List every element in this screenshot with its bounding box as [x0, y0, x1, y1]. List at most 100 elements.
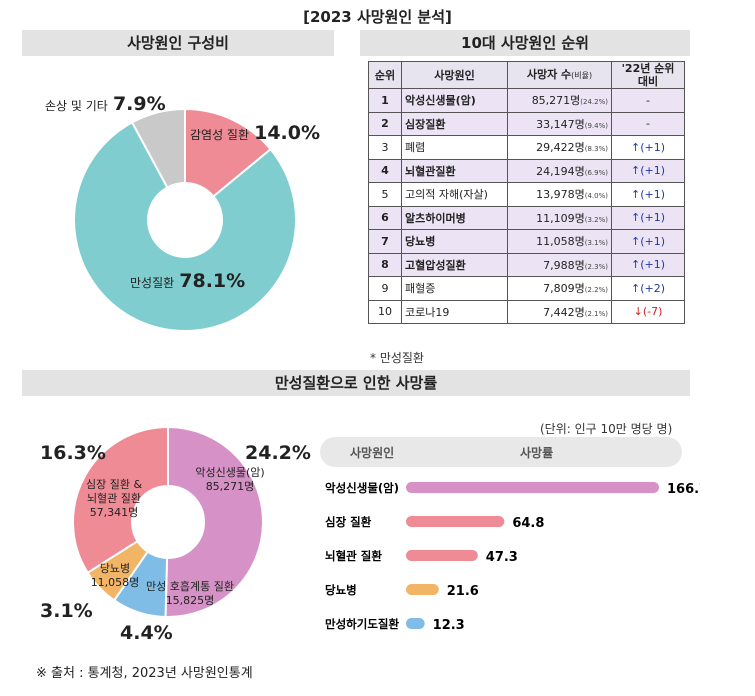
cell-cause: 코로나19: [401, 299, 508, 324]
cell-change: ↓(-7): [611, 299, 685, 324]
composition-pie-chart: [73, 107, 297, 332]
pie1-label-infectious: 감염성 질환 14.0%: [190, 122, 321, 144]
bar-header-rate: 사망률: [520, 446, 554, 460]
cell-cause: 악성신생물(암): [401, 88, 508, 113]
cell-cause: 뇌혈관질환: [401, 158, 508, 183]
cell-rank: 2: [368, 111, 402, 136]
bar-header: 사망원인 사망률: [320, 437, 682, 467]
mortality-bar-chart: 악성신생물(암) 166.7 심장 질환 64.8 뇌혈관 질환 47.3 당뇨병 21.6 만…: [325, 481, 700, 633]
pie2-pct-diabetes: 3.1%: [40, 600, 93, 622]
section-chronic-header: 만성질환으로 인한 사망률: [22, 370, 690, 396]
bar-unit-label: (단위: 인구 10만 명당 명): [540, 422, 673, 436]
cell-change: ↑(+2): [611, 276, 685, 301]
cell-cause: 패혈증: [401, 276, 508, 301]
cell-cause: 알츠하이머병: [401, 205, 508, 230]
pie2-label-diabetes: 당뇨병 11,058명: [90, 562, 140, 589]
pie1-label-other: 손상 및 기타 7.9%: [45, 93, 166, 115]
bar-mark: [406, 482, 659, 493]
cell-rank: 10: [368, 299, 402, 324]
cell-rank: 6: [368, 205, 402, 230]
table-row: 6 알츠하이머병 11,109명(3.2%) ↑(+1): [368, 205, 685, 230]
cell-rank: 3: [368, 135, 402, 160]
bar-category-label: 뇌혈관 질환: [325, 549, 382, 563]
bar-header-cause: 사망원인: [350, 446, 395, 460]
cell-cause: 고의적 자해(자살): [401, 182, 508, 207]
pie2-pct-heart: 16.3%: [40, 442, 106, 464]
cell-cause: 당뇨병: [401, 229, 508, 254]
cell-cause: 심장질환: [401, 111, 508, 136]
pie2-slice-cancer: [164, 425, 265, 618]
pie2-label-cancer: 악성신생물(암) 85,271명: [195, 466, 265, 493]
col-cause: 사망원인: [401, 61, 508, 89]
cell-change: ↑(+1): [611, 182, 685, 207]
pie1-slice-infectious: [184, 107, 272, 198]
bar-value-label: 64.8: [512, 516, 544, 531]
table-row: 10 코로나19 7,442명(2.1%) ↓(-7): [368, 299, 685, 324]
pie1-slice-chronic: [73, 121, 297, 332]
table-row: 4 뇌혈관질환 24,194명(6.9%) ↑(+1): [368, 158, 685, 183]
bar-category-label: 만성하기도질환: [325, 617, 399, 631]
top10-table: 순위 사망원인 사망자 수(비율) '22년 순위 대비 1 악성신생물(암) 85,…: [368, 61, 685, 324]
cell-rank: 8: [368, 252, 402, 277]
cell-change: ↑(+1): [611, 158, 685, 183]
cell-change: -: [611, 88, 685, 113]
table-row: 5 고의적 자해(자살) 13,978명(4.0%) ↑(+1): [368, 182, 685, 207]
bar-value-label: 47.3: [486, 550, 518, 565]
col-rank: 순위: [368, 61, 402, 89]
bar-value-label: 166.7: [667, 482, 700, 497]
cell-change: ↑(+1): [611, 252, 685, 277]
cell-deaths: 24,194명(6.9%): [507, 158, 612, 183]
cell-cause: 폐렴: [401, 135, 508, 160]
cell-deaths: 7,442명(2.1%): [507, 299, 612, 324]
cell-deaths: 29,422명(8.3%): [507, 135, 612, 160]
col-deaths: 사망자 수(비율): [507, 61, 612, 89]
table-row: 3 폐렴 29,422명(8.3%) ↑(+1): [368, 135, 685, 160]
section-composition-header: 사망원인 구성비: [22, 30, 334, 56]
section-top10-header: 10대 사망원인 순위: [360, 30, 690, 56]
cell-deaths: 7,809명(2.2%): [507, 276, 612, 301]
page-title: [2023 사망원인 분석]: [303, 8, 452, 26]
chronic-note: * 만성질환: [370, 351, 424, 365]
col-change: '22년 순위 대비: [611, 61, 685, 89]
cell-change: ↑(+1): [611, 205, 685, 230]
cell-deaths: 11,058명(3.1%): [507, 229, 612, 254]
bar-category-label: 심장 질환: [325, 515, 372, 529]
cell-cause: 고혈압성질환: [401, 252, 508, 277]
cell-rank: 9: [368, 276, 402, 301]
bar-mark: [406, 618, 425, 629]
pie2-slice-heart: [72, 425, 169, 575]
bar-value-label: 21.6: [447, 584, 479, 599]
table-header-row: 순위 사망원인 사망자 수(비율) '22년 순위 대비: [368, 61, 685, 89]
cell-deaths: 13,978명(4.0%): [507, 182, 612, 207]
table-row: 9 패혈증 7,809명(2.2%) ↑(+2): [368, 276, 685, 301]
table-row: 2 심장질환 33,147명(9.4%) -: [368, 111, 685, 136]
table-row: 1 악성신생물(암) 85,271명(24.2%) -: [368, 88, 685, 113]
cell-rank: 5: [368, 182, 402, 207]
cell-rank: 7: [368, 229, 402, 254]
cell-deaths: 7,988명(2.3%): [507, 252, 612, 277]
bar-mark: [406, 516, 505, 527]
source-note: ※ 출처 : 통계청, 2023년 사망원인통계: [36, 666, 253, 681]
table-row: 8 고혈압성질환 7,988명(2.3%) ↑(+1): [368, 252, 685, 277]
bar-category-label: 당뇨병: [325, 583, 357, 597]
pie2-label-heart: 심장 질환 & 뇌혈관 질환 57,341명: [85, 478, 143, 519]
bar-mark: [406, 550, 478, 561]
table-row: 7 당뇨병 11,058명(3.1%) ↑(+1): [368, 229, 685, 254]
cell-rank: 4: [368, 158, 402, 183]
cell-deaths: 33,147명(9.4%): [507, 111, 612, 136]
cell-rank: 1: [368, 88, 402, 113]
pie1-label-chronic: 만성질환 78.1%: [130, 270, 246, 292]
chronic-pie-chart: [72, 425, 265, 618]
cell-change: ↑(+1): [611, 229, 685, 254]
cell-change: -: [611, 111, 685, 136]
pie1-slice-other: [130, 107, 186, 189]
cell-change: ↑(+1): [611, 135, 685, 160]
cell-deaths: 11,109명(3.2%): [507, 205, 612, 230]
bar-mark: [406, 584, 439, 595]
pie2-label-respiratory: 만성 호흡계통 질환 15,825명: [146, 580, 234, 607]
cell-deaths: 85,271명(24.2%): [507, 88, 612, 113]
bar-category-label: 악성신생물(암): [325, 481, 399, 495]
pie2-pct-cancer: 24.2%: [245, 442, 311, 464]
pie2-pct-respiratory: 4.4%: [120, 622, 173, 644]
bar-value-label: 12.3: [433, 618, 465, 633]
